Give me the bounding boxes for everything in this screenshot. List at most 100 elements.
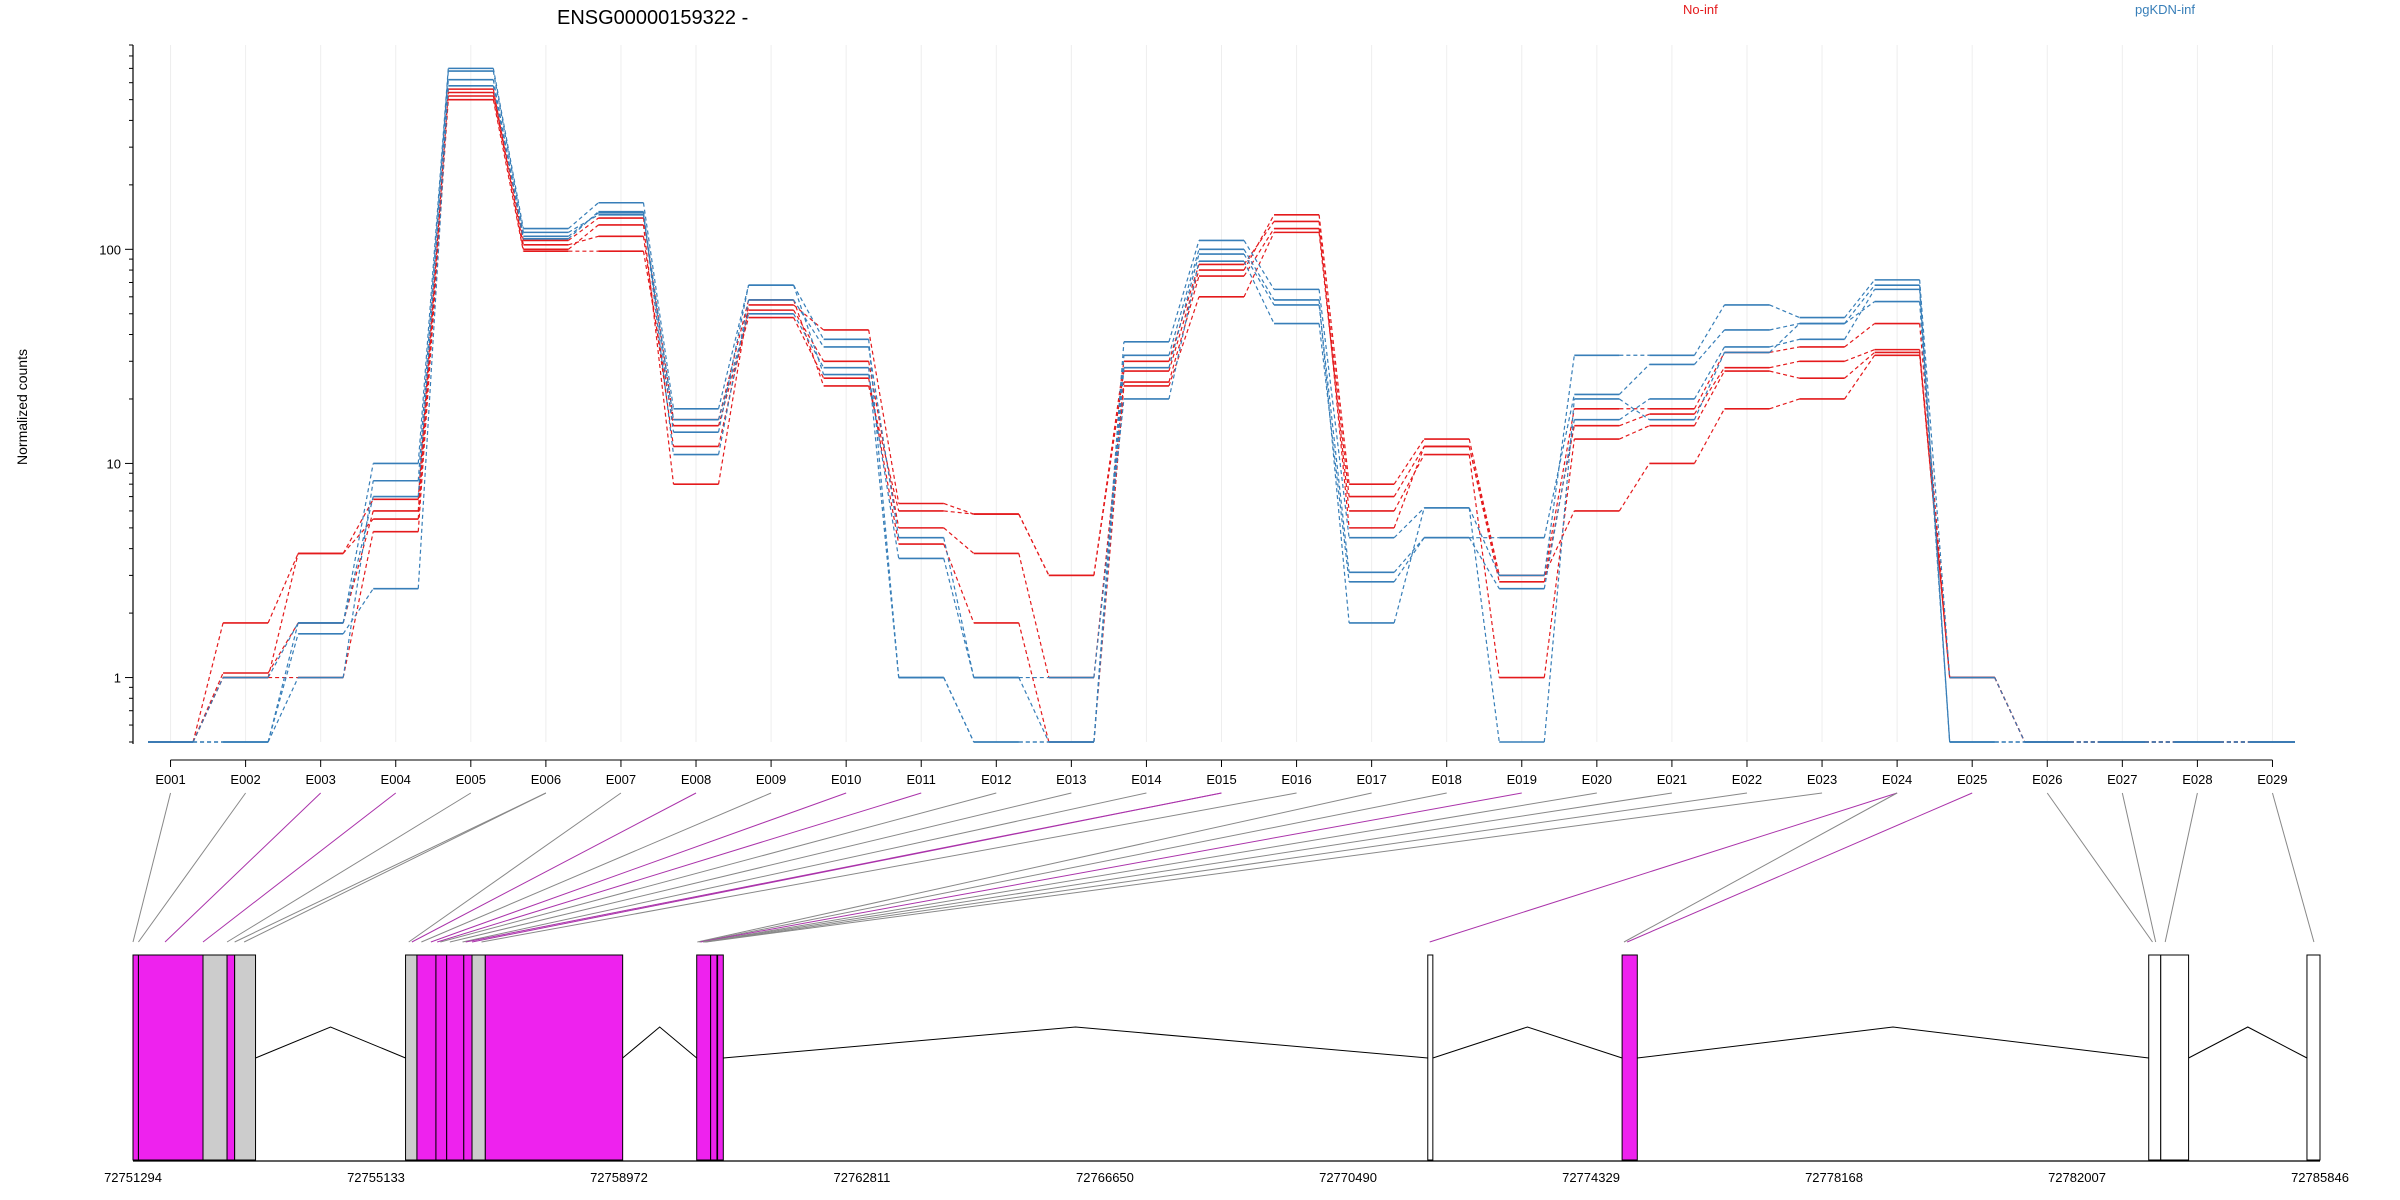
x-tick-label: E021 bbox=[1657, 772, 1687, 787]
series-line-solid bbox=[148, 85, 2295, 743]
exon-block bbox=[1427, 954, 1434, 1161]
exon-link-line bbox=[449, 792, 1072, 943]
coordinate-tick-label: 72770490 bbox=[1319, 1170, 1377, 1185]
x-tick-label: E023 bbox=[1807, 772, 1837, 787]
legend-pgkdn-inf: pgKDN-inf bbox=[2135, 2, 2195, 17]
exon-link-line bbox=[234, 792, 547, 943]
exon-link-line bbox=[1623, 792, 1898, 943]
x-tick-label: E025 bbox=[1957, 772, 1987, 787]
coordinate-tick-label: 72762811 bbox=[834, 1170, 891, 1185]
x-tick-label: E003 bbox=[305, 772, 335, 787]
intron-line bbox=[255, 1026, 406, 1059]
x-tick-label: E009 bbox=[756, 772, 786, 787]
intron-line bbox=[1432, 1026, 1623, 1059]
exon-link-line bbox=[408, 792, 622, 943]
exon-link-line bbox=[702, 792, 1597, 943]
exon-link-line bbox=[132, 792, 172, 943]
coordinate-tick-label: 72758972 bbox=[590, 1170, 648, 1185]
exon-block bbox=[696, 954, 712, 1161]
x-tick-label: E026 bbox=[2032, 772, 2062, 787]
x-axis: E001 E002 E003 E004 E005 E006 E007 E008 E009 E010… bbox=[155, 759, 2288, 787]
exon-link-line bbox=[700, 792, 1522, 943]
x-tick-label: E018 bbox=[1432, 772, 1462, 787]
x-tick-label: E019 bbox=[1507, 772, 1537, 787]
coordinate-tick-label: 72751294 bbox=[104, 1170, 162, 1185]
exon-block bbox=[2160, 954, 2190, 1161]
exon-link-line bbox=[430, 792, 847, 943]
exon-link-lines bbox=[132, 792, 2315, 943]
x-tick-label: E022 bbox=[1732, 772, 1762, 787]
exon-block bbox=[435, 954, 448, 1161]
gene-model bbox=[132, 954, 2321, 1161]
exon-link-line bbox=[703, 792, 1672, 943]
exon-link-line bbox=[440, 792, 997, 943]
x-tick-label: E010 bbox=[831, 772, 861, 787]
x-tick-label: E027 bbox=[2107, 772, 2137, 787]
coordinate-tick-label: 72778168 bbox=[1805, 1170, 1863, 1185]
exon-block bbox=[416, 954, 437, 1161]
exon-block bbox=[484, 954, 624, 1161]
x-tick-label: E015 bbox=[1206, 772, 1236, 787]
exon-block bbox=[202, 954, 228, 1161]
exon-link-line bbox=[226, 792, 472, 943]
exon-link-line bbox=[164, 792, 322, 943]
x-tick-label: E007 bbox=[606, 772, 636, 787]
gridlines bbox=[170, 45, 2273, 742]
x-tick-label: E014 bbox=[1131, 772, 1161, 787]
exon-block bbox=[446, 954, 465, 1161]
exon-link-line bbox=[437, 792, 922, 943]
x-tick-label: E016 bbox=[1281, 772, 1311, 787]
exon-link-line bbox=[421, 792, 772, 943]
x-tick-label: E024 bbox=[1882, 772, 1912, 787]
exon-link-line bbox=[2271, 792, 2315, 943]
exon-link-line bbox=[138, 792, 247, 943]
chart-title: ENSG00000159322 - bbox=[557, 7, 748, 29]
y-tick-label: 10 bbox=[107, 456, 121, 471]
x-tick-label: E006 bbox=[531, 772, 561, 787]
x-tick-label: E008 bbox=[681, 772, 711, 787]
exon-link-line bbox=[462, 792, 1147, 943]
exon-link-line bbox=[202, 792, 397, 943]
exon-block bbox=[471, 954, 486, 1161]
exon-link-line bbox=[699, 792, 1447, 943]
y-axis-label: Normalized counts bbox=[14, 349, 30, 465]
x-tick-label: E012 bbox=[981, 772, 1011, 787]
x-tick-label: E028 bbox=[2182, 772, 2212, 787]
exon-link-line bbox=[704, 792, 1748, 943]
coordinate-tick-label: 72774329 bbox=[1562, 1170, 1620, 1185]
x-tick-label: E002 bbox=[230, 772, 260, 787]
x-tick-label: E004 bbox=[381, 772, 411, 787]
coordinate-tick-label: 72755133 bbox=[347, 1170, 405, 1185]
x-tick-label: E020 bbox=[1582, 772, 1612, 787]
series-lines bbox=[148, 67, 2295, 743]
exon-block bbox=[2148, 954, 2162, 1161]
x-tick-label: E011 bbox=[907, 772, 936, 787]
exon-link-line bbox=[1429, 792, 1898, 943]
exon-block bbox=[2306, 954, 2321, 1161]
exon-block bbox=[463, 954, 473, 1161]
exon-block bbox=[1621, 954, 1638, 1161]
intron-line bbox=[723, 1026, 1428, 1059]
x-tick-label: E029 bbox=[2257, 772, 2287, 787]
x-tick-label: E013 bbox=[1056, 772, 1086, 787]
exon-link-line bbox=[2046, 792, 2153, 943]
intron-line bbox=[2188, 1026, 2308, 1059]
exon-block bbox=[710, 954, 718, 1161]
intron-line bbox=[1637, 1026, 2149, 1059]
x-tick-label: E001 bbox=[155, 772, 185, 787]
exon-link-line bbox=[471, 792, 1222, 943]
y-tick-label: 1 bbox=[114, 671, 121, 686]
exon-link-line bbox=[481, 792, 1297, 943]
coordinate-tick-label: 72785846 bbox=[2291, 1170, 2349, 1185]
series-line-connector bbox=[192, 68, 2250, 743]
exon-link-line bbox=[697, 792, 1372, 943]
exon-block bbox=[234, 954, 257, 1161]
exon-link-line bbox=[1626, 792, 1973, 943]
y-axis: 1 10 100 bbox=[99, 44, 134, 744]
intron-line bbox=[622, 1026, 698, 1059]
exon-block bbox=[137, 954, 204, 1161]
x-tick-label: E017 bbox=[1356, 772, 1386, 787]
exon-block bbox=[405, 954, 418, 1161]
exon-link-line bbox=[2164, 792, 2198, 943]
